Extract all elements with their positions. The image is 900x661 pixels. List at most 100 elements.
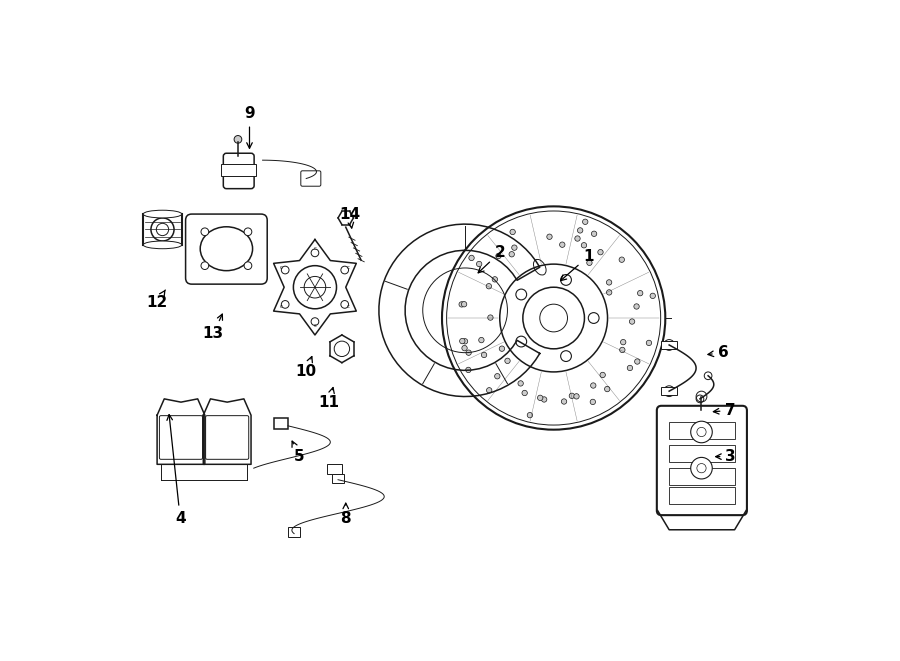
Text: 10: 10: [295, 356, 316, 379]
Bar: [662, 387, 677, 395]
Circle shape: [509, 252, 515, 257]
Circle shape: [527, 412, 533, 418]
Circle shape: [574, 394, 580, 399]
Circle shape: [522, 390, 527, 396]
Circle shape: [605, 387, 610, 392]
Circle shape: [505, 358, 510, 364]
Circle shape: [600, 372, 606, 377]
Circle shape: [482, 352, 487, 358]
Circle shape: [462, 301, 467, 307]
Text: c: c: [346, 266, 350, 270]
Circle shape: [569, 393, 574, 399]
Circle shape: [562, 399, 567, 405]
Circle shape: [466, 350, 472, 356]
Circle shape: [619, 257, 625, 262]
Circle shape: [341, 301, 348, 308]
Circle shape: [487, 387, 492, 393]
Circle shape: [560, 242, 565, 247]
Circle shape: [244, 228, 252, 235]
Text: 3: 3: [716, 449, 736, 464]
Bar: [327, 464, 342, 473]
Bar: [669, 422, 734, 439]
Ellipse shape: [143, 210, 182, 218]
Circle shape: [537, 395, 543, 401]
Circle shape: [634, 304, 639, 309]
Circle shape: [581, 243, 587, 248]
Bar: [662, 341, 677, 349]
Circle shape: [591, 231, 597, 237]
Circle shape: [282, 301, 289, 308]
Circle shape: [578, 227, 583, 233]
Text: c: c: [280, 304, 284, 309]
Ellipse shape: [143, 241, 182, 249]
Bar: [669, 487, 734, 504]
Circle shape: [587, 260, 592, 266]
Circle shape: [201, 262, 209, 270]
Text: 11: 11: [319, 387, 339, 410]
Circle shape: [575, 236, 580, 241]
Circle shape: [512, 245, 517, 251]
Circle shape: [463, 338, 468, 344]
Text: 4: 4: [166, 414, 185, 525]
Text: 12: 12: [147, 290, 167, 310]
Circle shape: [282, 266, 289, 274]
Circle shape: [690, 457, 712, 479]
Circle shape: [488, 315, 493, 321]
Text: 1: 1: [561, 249, 594, 281]
Bar: [332, 473, 344, 483]
Circle shape: [646, 340, 652, 346]
Circle shape: [516, 336, 526, 347]
Circle shape: [469, 255, 474, 260]
Bar: [669, 468, 734, 485]
Circle shape: [582, 219, 588, 225]
Circle shape: [311, 249, 319, 256]
Text: c: c: [313, 323, 317, 329]
Circle shape: [547, 234, 553, 239]
Circle shape: [627, 366, 633, 371]
Text: 13: 13: [202, 314, 224, 341]
Text: c: c: [313, 246, 317, 251]
Circle shape: [561, 274, 572, 286]
Text: c: c: [346, 304, 350, 309]
Circle shape: [496, 253, 501, 258]
Circle shape: [607, 290, 612, 295]
Circle shape: [516, 289, 526, 300]
FancyBboxPatch shape: [223, 153, 254, 188]
Circle shape: [518, 381, 523, 386]
Text: 6: 6: [708, 345, 728, 360]
Circle shape: [561, 351, 572, 362]
Circle shape: [607, 280, 612, 285]
Circle shape: [495, 373, 500, 379]
Circle shape: [492, 277, 498, 282]
Bar: [143, 214, 182, 245]
Circle shape: [341, 266, 348, 274]
Circle shape: [486, 284, 491, 289]
Circle shape: [598, 249, 603, 255]
Bar: [274, 418, 288, 429]
Text: 5: 5: [292, 441, 305, 464]
Text: 2: 2: [478, 245, 505, 273]
Circle shape: [234, 136, 242, 143]
Circle shape: [629, 319, 634, 325]
Circle shape: [476, 261, 482, 266]
Bar: [221, 164, 256, 176]
Bar: [288, 527, 301, 537]
Circle shape: [690, 421, 712, 443]
Text: c: c: [280, 266, 284, 270]
Circle shape: [500, 346, 505, 352]
Circle shape: [462, 346, 467, 351]
Circle shape: [510, 229, 516, 235]
Circle shape: [465, 368, 471, 373]
Text: 14: 14: [339, 207, 360, 228]
Circle shape: [201, 228, 209, 235]
Bar: [669, 445, 734, 462]
Circle shape: [460, 338, 465, 344]
Text: 9: 9: [244, 106, 255, 148]
Circle shape: [590, 399, 596, 405]
Circle shape: [244, 262, 252, 270]
Circle shape: [637, 290, 643, 296]
Circle shape: [634, 359, 640, 364]
Text: 8: 8: [340, 503, 351, 525]
FancyBboxPatch shape: [185, 214, 267, 284]
Circle shape: [619, 347, 625, 352]
